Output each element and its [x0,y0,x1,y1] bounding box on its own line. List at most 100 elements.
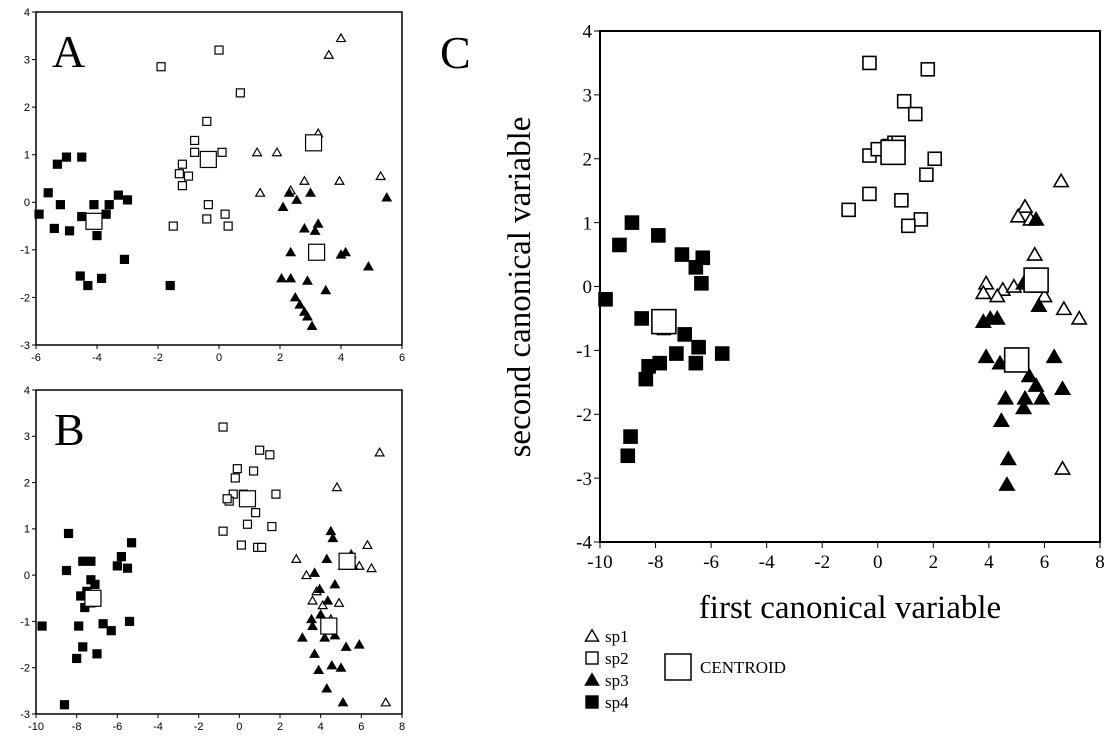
centroid-point [304,134,323,152]
data-point [96,273,107,283]
legend-marker-sp3 [584,672,600,686]
data-point [1045,348,1063,364]
data-point [641,359,656,374]
data-point [236,540,246,550]
y-tick-label: 4 [24,7,30,19]
data-point [294,299,306,309]
data-point [77,211,87,222]
data-point [220,209,230,219]
data-point [183,171,194,181]
data-point [919,167,934,183]
legend-marker-sp1 [584,628,600,642]
legend-entries: sp1 sp2 sp3 sp4 [584,627,629,712]
data-point [101,209,111,219]
data-point [991,354,1009,370]
data-point [61,152,72,162]
data-point [64,226,75,236]
x-tick-label: -2 [194,721,204,733]
data-point [334,175,345,185]
data-point [988,310,1006,325]
data-point [1055,300,1073,316]
panel-c-y-axis-label: second canonical variable [502,117,538,458]
data-point [623,429,638,444]
data-point [90,579,100,590]
data-point [319,632,331,642]
panel-c-label: C [440,27,471,78]
data-point [313,664,325,675]
data-point [52,159,62,169]
data-point [300,569,312,580]
data-point [322,595,334,605]
legend-centroid-marker [664,653,692,681]
data-point [323,49,335,59]
data-point [232,464,242,474]
data-point [913,212,929,227]
data-point [218,422,228,432]
data-point [89,200,99,210]
panel-b-points [37,422,392,710]
data-point [333,597,345,607]
data-point [1070,310,1088,325]
data-point [309,567,321,577]
data-point [254,187,266,197]
data-point [251,508,261,518]
data-point [251,146,263,157]
y-tick-label: 2 [583,149,593,170]
data-point [37,621,47,631]
data-point [335,32,347,43]
data-point [380,697,392,707]
y-tick-label: -1 [576,341,592,362]
data-point [55,200,66,210]
data-point [1052,172,1070,188]
x-tick-label: 2 [929,552,939,573]
centroid-point [1023,267,1049,293]
panel-c-x-axis: -10 -8 -6 -4 -2 0 2 4 6 8 [587,542,1105,573]
data-point [190,135,200,146]
x-tick-label: -8 [648,552,664,573]
data-point [335,662,347,672]
data-point [230,473,240,483]
data-point [329,579,341,589]
data-point [1020,367,1038,383]
data-point [257,542,267,552]
x-tick-label: -6 [112,721,122,733]
data-point [298,223,310,233]
data-point [122,195,133,205]
data-point [78,642,88,652]
data-point [340,641,352,651]
data-point [302,311,313,321]
data-point [203,200,213,210]
panel-a-frame [35,11,403,346]
x-tick-label: 2 [277,352,283,364]
data-point [688,355,704,371]
data-point [124,616,135,627]
data-point [98,619,108,629]
y-tick-label: 1 [24,150,30,162]
y-tick-label: 2 [24,102,30,114]
y-tick-label: -1 [20,245,30,257]
data-point [242,519,253,529]
data-point [997,389,1015,405]
x-tick-label: 4 [338,352,344,364]
y-tick-label: 3 [583,86,593,107]
data-point [331,481,343,492]
data-point [691,339,706,355]
data-point [1027,211,1045,226]
panel-b-frame [35,389,403,715]
y-tick-label: -2 [576,405,592,426]
centroid-point [880,139,906,166]
data-point [927,151,943,167]
data-point [314,583,326,594]
x-tick-label: -4 [92,352,102,364]
centroid-point [308,243,326,261]
centroid-point [338,552,356,570]
legend-label-sp1: sp1 [605,627,629,646]
y-tick-label: 3 [24,431,30,443]
data-point [306,320,318,330]
y-tick-label: 0 [583,277,593,298]
data-point [321,553,333,563]
centroid-point [238,490,257,508]
data-point [72,653,82,664]
data-point [122,563,133,573]
data-point [49,223,59,234]
